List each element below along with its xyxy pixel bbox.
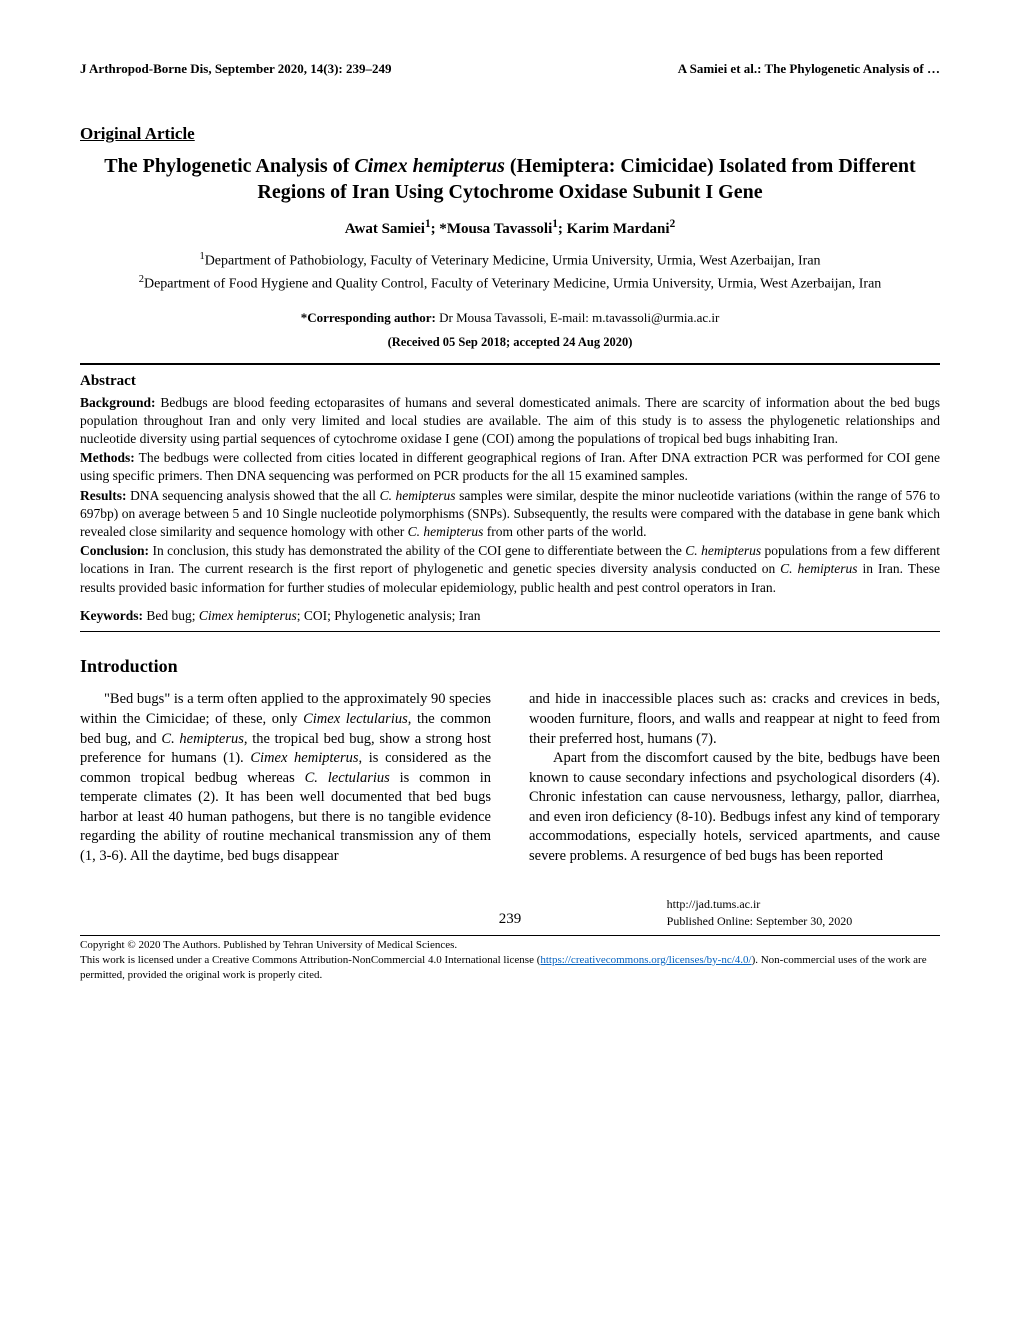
abstract-heading: Abstract xyxy=(80,371,940,391)
footer-top-row: 239 http://jad.tums.ac.ir Published Onli… xyxy=(80,896,940,928)
author-3: Karim Mardani xyxy=(567,221,670,237)
divider-top xyxy=(80,363,940,365)
results-post: from other parts of the world. xyxy=(483,524,646,539)
keywords-species: Cimex hemipterus xyxy=(199,608,297,623)
background-text: Bedbugs are blood feeding ectoparasites … xyxy=(80,395,940,446)
column-left: "Bed bugs" is a term often applied to th… xyxy=(80,690,491,866)
keywords-label: Keywords: xyxy=(80,608,143,623)
results-pre: DNA sequencing analysis showed that the … xyxy=(127,488,380,503)
background-label: Background: xyxy=(80,395,156,410)
keywords-pre: Bed bug; xyxy=(143,608,199,623)
conclusion-species-1: C. hemipterus xyxy=(685,543,761,558)
intro-sp2: C. hemipterus xyxy=(161,731,243,747)
conclusion-species-2: C. hemipterus xyxy=(780,561,857,576)
corresponding-author: *Corresponding author: Dr Mousa Tavassol… xyxy=(80,309,940,327)
body-columns: "Bed bugs" is a term often applied to th… xyxy=(80,690,940,866)
intro-col2-p1: and hide in inaccessible places such as:… xyxy=(529,690,940,749)
affil-1-text: Department of Pathobiology, Faculty of V… xyxy=(205,253,821,268)
license-line: This work is licensed under a Creative C… xyxy=(80,953,940,983)
keywords-line: Keywords: Bed bug; Cimex hemipterus; COI… xyxy=(80,607,940,625)
author-sep-2: ; xyxy=(558,221,567,237)
abstract-methods: Methods: The bedbugs were collected from… xyxy=(80,449,940,485)
copyright-box: Copyright © 2020 The Authors. Published … xyxy=(80,935,940,983)
article-type: Original Article xyxy=(80,123,940,146)
copyright-line: Copyright © 2020 The Authors. Published … xyxy=(80,938,940,953)
author-2: Mousa Tavassoli xyxy=(447,221,552,237)
footer-right-block: http://jad.tums.ac.ir Published Online: … xyxy=(667,896,940,928)
corresponding-label: *Corresponding author: xyxy=(301,310,436,325)
abstract-results: Results: DNA sequencing analysis showed … xyxy=(80,487,940,542)
page-footer: 239 http://jad.tums.ac.ir Published Onli… xyxy=(80,896,940,982)
column-right: and hide in inaccessible places such as:… xyxy=(529,690,940,866)
intro-p1: "Bed bugs" is a term often applied to th… xyxy=(80,690,491,866)
keywords-post: ; COI; Phylogenetic analysis; Iran xyxy=(297,608,481,623)
title-species: Cimex hemipterus xyxy=(354,155,505,177)
author-1: Awat Samiei xyxy=(345,221,425,237)
page-number: 239 xyxy=(373,909,646,929)
footer-url: http://jad.tums.ac.ir xyxy=(667,896,940,912)
results-label: Results: xyxy=(80,488,127,503)
header-left: J Arthropod-Borne Dis, September 2020, 1… xyxy=(80,60,392,78)
affiliation-1: 1Department of Pathobiology, Faculty of … xyxy=(80,250,940,272)
received-dates: (Received 05 Sep 2018; accepted 24 Aug 2… xyxy=(80,334,940,351)
abstract-background: Background: Bedbugs are blood feeding ec… xyxy=(80,394,940,449)
methods-text: The bedbugs were collected from cities l… xyxy=(80,450,940,483)
abstract-conclusion: Conclusion: In conclusion, this study ha… xyxy=(80,542,940,597)
author-3-sup: 2 xyxy=(670,218,676,230)
license-link[interactable]: https://creativecommons.org/licenses/by-… xyxy=(540,954,751,966)
article-title: The Phylogenetic Analysis of Cimex hemip… xyxy=(80,153,940,205)
abstract-body: Background: Bedbugs are blood feeding ec… xyxy=(80,394,940,597)
intro-col2-p2: Apart from the discomfort caused by the … xyxy=(529,749,940,866)
divider-bottom xyxy=(80,631,940,632)
methods-label: Methods: xyxy=(80,450,135,465)
running-header: J Arthropod-Borne Dis, September 2020, 1… xyxy=(80,60,940,78)
header-right: A Samiei et al.: The Phylogenetic Analys… xyxy=(678,60,940,78)
results-species-1: C. hemipterus xyxy=(380,488,456,503)
conclusion-pre: In conclusion, this study has demonstrat… xyxy=(149,543,685,558)
title-pre: The Phylogenetic Analysis of xyxy=(104,155,354,177)
corresponding-text: Dr Mousa Tavassoli, E-mail: m.tavassoli@… xyxy=(436,310,719,325)
authors-line: Awat Samiei1; *Mousa Tavassoli1; Karim M… xyxy=(80,217,940,239)
author-sep-1: ; * xyxy=(431,221,447,237)
results-species-2: C. hemipterus xyxy=(408,524,484,539)
intro-sp3: Cimex hemipterus xyxy=(250,750,358,766)
affil-2-text: Department of Food Hygiene and Quality C… xyxy=(144,277,881,292)
introduction-heading: Introduction xyxy=(80,654,940,678)
intro-sp1: Cimex lectularius xyxy=(303,711,408,727)
intro-sp4: C. lectularius xyxy=(305,770,390,786)
footer-published: Published Online: September 30, 2020 xyxy=(667,913,940,929)
conclusion-label: Conclusion: xyxy=(80,543,149,558)
affiliation-2: 2Department of Food Hygiene and Quality … xyxy=(80,273,940,295)
license-pre: This work is licensed under a Creative C… xyxy=(80,954,540,966)
